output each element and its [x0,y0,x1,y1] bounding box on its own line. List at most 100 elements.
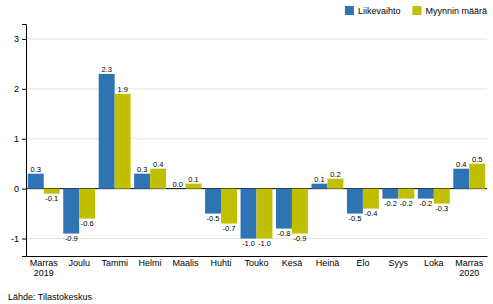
grid-line [26,138,487,139]
y-tick: 0 [14,184,26,194]
y-tick: 1 [14,134,26,144]
x-tick-label-line: Helmi [139,258,162,268]
bar [311,184,327,189]
x-tick: Huhti [211,256,232,268]
x-tick-label: Elo [356,258,369,268]
bar [44,189,60,194]
y-tick-mark [22,239,26,240]
bar [292,189,308,234]
chart: -10123Marras2019JouluTammiHelmiMaalisHuh… [0,0,493,304]
y-tick-label: 1 [14,134,19,144]
bar [347,189,363,214]
bar [276,189,292,229]
y-tick-mark [22,139,26,140]
x-tick-label-line: Heinä [316,258,340,268]
y-tick: 2 [14,84,26,94]
x-tick-label-line: Marras [455,258,484,268]
x-tick: Heinä [316,256,340,268]
bar [327,179,343,189]
x-tick-label: Heinä [316,258,340,268]
bar [363,189,379,209]
bar [115,94,131,189]
x-tick-label: Huhti [211,258,232,268]
x-tick-label: Marras2019 [30,258,59,278]
x-tick-label-line: Loka [424,258,444,268]
bar [150,169,166,189]
y-tick-label: 0 [14,184,19,194]
x-tick-label-line: Joulu [68,258,90,268]
x-tick-label-line: 2019 [34,268,54,278]
bar [221,189,237,224]
y-tick-mark [22,89,26,90]
source-note: Lähde: Tilastokeskus [8,292,93,302]
data-label: 0.4 [153,160,163,169]
x-tick: Marras2019 [30,256,59,278]
legend-swatch [345,6,354,15]
x-tick: Maalis [173,256,200,268]
bar [257,189,273,239]
x-tick-label: Syys [389,258,409,268]
bar [99,74,115,189]
data-label: -0.2 [384,199,397,208]
y-axis: -1 0 1 2 3 [11,25,27,257]
y-tick: -1 [11,234,26,244]
data-label: -0.7 [223,224,236,233]
bar [186,184,202,189]
grid-line [26,88,487,89]
bar [79,189,95,219]
data-label: -0.5 [207,214,220,223]
x-tick-label: Kesä [282,258,303,268]
x-tick: Touko [244,256,268,268]
x-tick-label-line: Marras [30,258,59,268]
x-tick: Marras2020 [455,256,484,278]
x-tick-label: Helmi [139,258,162,268]
data-label: -0.1 [45,194,58,203]
data-label: -0.9 [65,234,78,243]
data-label: -0.4 [364,209,377,218]
y-tick-mark [22,39,26,40]
bar [63,189,79,234]
y-tick-label: -1 [11,234,19,244]
bar [382,189,398,199]
legend-item: Liikevaihto [345,6,401,16]
data-labels: 0.3-0.92.30.30.0-0.5-1.0-0.80.1-0.5-0.2-… [31,65,483,248]
data-label: 0.1 [188,175,198,184]
bar [134,174,150,189]
legend-item: Myynnin määrä [412,6,487,16]
data-label: 0.5 [472,155,482,164]
data-label: 0.4 [456,160,466,169]
x-tick-label-line: Maalis [173,258,200,268]
data-label: -0.3 [435,204,448,213]
y-tick-mark [22,189,26,190]
x-tick: Loka [424,256,444,268]
legend-label: Myynnin määrä [425,6,487,16]
data-label: -1.0 [258,239,271,248]
data-label: 0.3 [137,165,147,174]
data-label: 0.3 [31,165,41,174]
x-tick-label: Loka [424,258,444,268]
data-label: -1.0 [242,239,255,248]
bar [434,189,450,204]
x-tick-label: Joulu [68,258,90,268]
x-tick-label: Maalis [173,258,200,268]
x-tick-label: Touko [244,258,268,268]
x-tick-label: Tammi [101,258,128,268]
grid-line [26,38,487,39]
y-axis-line [22,25,27,257]
bar [241,189,257,239]
data-label: -0.6 [81,219,94,228]
y-tick: 3 [14,34,26,44]
data-label: 0.2 [330,170,340,179]
data-label: -0.5 [348,214,361,223]
x-tick-label-line: Huhti [211,258,232,268]
data-label: 1.9 [117,85,127,94]
bar-series [28,74,469,239]
x-axis: Marras2019JouluTammiHelmiMaalisHuhtiTouk… [27,256,488,278]
data-label: 0.0 [172,180,182,189]
x-tick-label-line: Kesä [282,258,303,268]
x-tick-label-line: Tammi [101,258,128,268]
bar [418,189,434,199]
bar [469,164,485,189]
x-tick-label-line: 2020 [459,268,479,278]
data-label: -0.9 [293,234,306,243]
